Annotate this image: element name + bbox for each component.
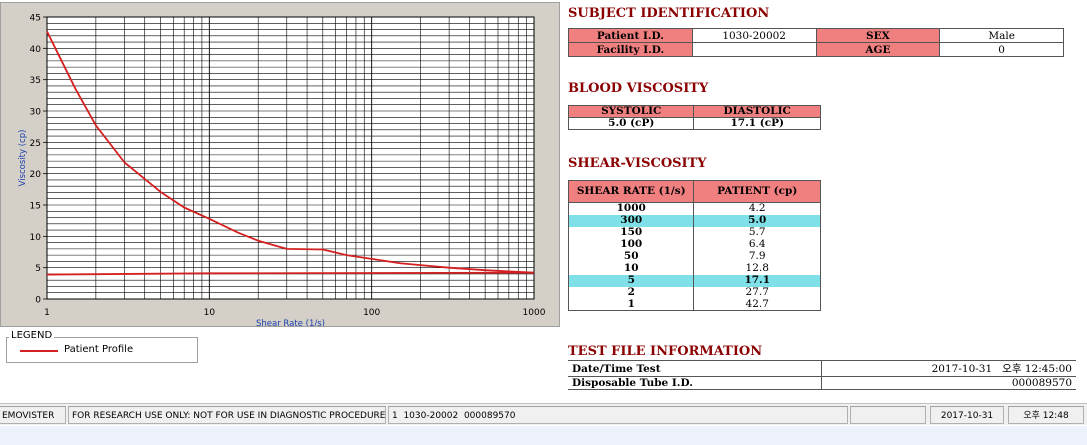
facility-id-value: [691, 42, 817, 57]
y-tick-label: 30: [30, 108, 42, 118]
patient-cp-cell: 4.2: [693, 202, 821, 215]
table-row: 2 27.7: [567, 286, 821, 299]
legend-swatch-patient-profile: [20, 350, 58, 352]
series-line-patient-profile: [46, 31, 535, 274]
status-date: 2017-10-31: [930, 406, 1004, 424]
systolic-value: 5.0 (cP): [567, 117, 695, 130]
test-file-information-title: TEST FILE INFORMATION: [568, 344, 763, 359]
table-row: SYSTOLIC DIASTOLIC: [567, 105, 821, 118]
diastolic-label: DIASTOLIC: [693, 105, 821, 118]
shear-rate-cell: 50: [567, 250, 695, 263]
status-empty-cell: [850, 406, 926, 424]
y-tick-label: 40: [30, 45, 42, 55]
y-tick-label: 10: [30, 233, 42, 243]
table-row: Date/Time Test 2017-10-31 오후 12:45:00: [568, 360, 1076, 377]
x-axis-label: Shear Rate (1/s): [256, 319, 325, 326]
status-bar: EMOVISTER FOR RESEARCH USE ONLY: NOT FOR…: [0, 403, 1087, 425]
patient-id-label: Patient I.D.: [568, 28, 693, 43]
table-row: Disposable Tube I.D. 000089570: [568, 376, 1076, 390]
status-record-info: 1 1030-20002 000089570: [388, 406, 848, 424]
y-tick-label: 35: [30, 76, 41, 86]
shear-rate-cell: 2: [567, 286, 695, 299]
viscosity-chart: 0 5 10 15 20 25 30 35 40 45 1 10 100 1000 Shear Rate (…: [18, 14, 546, 327]
table-row: 10 12.8: [567, 262, 821, 275]
x-tick-label: 10: [204, 308, 216, 318]
table-row: 1 42.7: [567, 298, 821, 311]
patient-cp-header: PATIENT (cp): [693, 180, 821, 203]
datetime-value: 2017-10-31 오후 12:45:00: [820, 360, 1076, 377]
table-row: 100 6.4: [567, 238, 821, 251]
shear-rate-header: SHEAR RATE (1/s): [567, 180, 695, 203]
table-header-row: SHEAR RATE (1/s) PATIENT (cp): [567, 180, 821, 203]
patient-cp-cell: 42.7: [693, 298, 821, 311]
subject-table: Patient I.D. 1030-20002 SEX Male Facilit…: [568, 28, 1064, 57]
plot-area: [46, 16, 535, 300]
status-app-name: EMOVISTER: [0, 406, 66, 424]
shear-rate-cell: 1: [567, 298, 695, 311]
patient-cp-cell: 6.4: [693, 238, 821, 251]
table-row: Facility I.D. AGE 0: [568, 42, 1064, 57]
series-line-secondary: [46, 271, 535, 276]
patient-cp-cell: 5.0: [693, 214, 821, 227]
datetime-label: Date/Time Test: [568, 360, 822, 377]
facility-id-label: Facility I.D.: [568, 42, 693, 57]
blood-viscosity-table: SYSTOLIC DIASTOLIC 5.0 (cP) 17.1 (cP): [567, 105, 821, 130]
subject-identification-title: SUBJECT IDENTIFICATION: [568, 6, 770, 21]
y-tick-label: 15: [30, 202, 41, 212]
shear-rate-cell: 5: [567, 274, 695, 287]
patient-cp-cell: 17.1: [693, 274, 821, 287]
table-row: Patient I.D. 1030-20002 SEX Male: [568, 28, 1064, 43]
age-label: AGE: [815, 42, 941, 57]
test-file-table: Date/Time Test 2017-10-31 오후 12:45:00 Di…: [568, 360, 1076, 390]
viscosity-chart-panel: 0 5 10 15 20 25 30 35 40 45 1 10 100 1000 Shear Rate (…: [0, 2, 560, 327]
shear-rate-cell: 300: [567, 214, 695, 227]
y-tick-label: 45: [30, 14, 41, 24]
y-tick-label: 0: [35, 296, 41, 306]
x-tick-label: 1000: [523, 308, 546, 318]
status-research-notice: FOR RESEARCH USE ONLY: NOT FOR USE IN DI…: [68, 406, 386, 424]
patient-id-value: 1030-20002: [691, 28, 817, 43]
shear-rate-cell: 100: [567, 238, 695, 251]
y-axis-label: Viscosity (cp): [18, 130, 28, 187]
table-row: 150 5.7: [567, 226, 821, 239]
y-tick-label: 5: [35, 264, 41, 274]
legend-label-patient-profile: Patient Profile: [64, 344, 134, 355]
patient-cp-cell: 5.7: [693, 226, 821, 239]
tube-id-value: 000089570: [820, 376, 1076, 390]
sex-value: Male: [939, 28, 1064, 43]
table-row: 1000 4.2: [567, 202, 821, 215]
patient-cp-cell: 12.8: [693, 262, 821, 275]
shear-rate-cell: 150: [567, 226, 695, 239]
legend-title: LEGEND: [9, 330, 55, 341]
sex-label: SEX: [815, 28, 941, 43]
table-row: 5.0 (cP) 17.1 (cP): [567, 117, 821, 130]
status-time: 오후 12:48: [1008, 406, 1084, 424]
shear-viscosity-table: SHEAR RATE (1/s) PATIENT (cp) 1000 4.2 30…: [567, 180, 821, 311]
y-tick-label: 20: [30, 170, 42, 180]
systolic-label: SYSTOLIC: [567, 105, 695, 118]
shear-rate-cell: 10: [567, 262, 695, 275]
table-row: 50 7.9: [567, 250, 821, 263]
age-value: 0: [939, 42, 1064, 57]
y-tick-label: 25: [30, 139, 41, 149]
blood-viscosity-title: BLOOD VISCOSITY: [568, 81, 709, 96]
tube-id-label: Disposable Tube I.D.: [568, 376, 822, 390]
x-tick-label: 1: [44, 308, 50, 318]
x-tick-label: 100: [363, 308, 380, 318]
table-row: 5 17.1: [567, 274, 821, 287]
patient-cp-cell: 27.7: [693, 286, 821, 299]
diastolic-value: 17.1 (cP): [693, 117, 821, 130]
table-row: 300 5.0: [567, 214, 821, 227]
bottom-strip: [0, 426, 1087, 445]
shear-viscosity-title: SHEAR-VISCOSITY: [568, 156, 707, 171]
patient-cp-cell: 7.9: [693, 250, 821, 263]
shear-rate-cell: 1000: [567, 202, 695, 215]
